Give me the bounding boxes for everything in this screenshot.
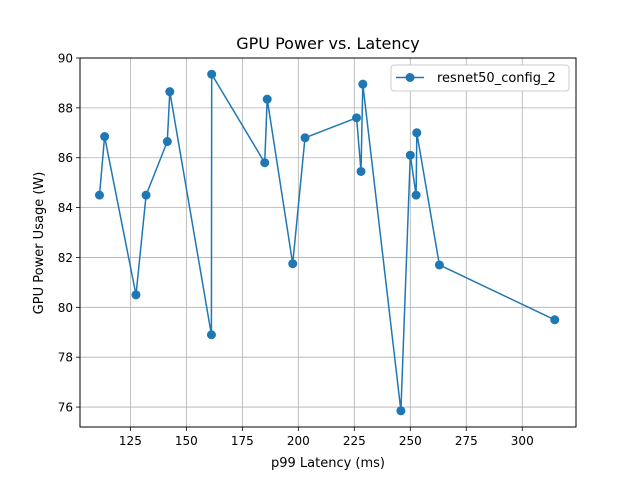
data-point <box>300 133 310 143</box>
data-point <box>411 190 421 200</box>
y-tick-label: 82 <box>58 251 73 265</box>
legend: resnet50_config_2 <box>390 64 570 92</box>
data-point <box>288 259 298 269</box>
y-tick-label: 86 <box>58 151 73 165</box>
x-tick-label: 175 <box>231 434 254 448</box>
grid <box>80 57 576 427</box>
y-tick-label: 88 <box>58 101 73 115</box>
data-point <box>434 260 444 270</box>
data-point <box>358 79 368 89</box>
x-tick-label: 150 <box>175 434 198 448</box>
data-point <box>405 150 415 160</box>
data-point <box>412 128 422 138</box>
data-point <box>356 166 366 176</box>
legend-marker <box>405 73 415 82</box>
chart-title: GPU Power vs. Latency <box>236 34 420 53</box>
y-tick-label: 84 <box>58 201 73 215</box>
x-tick-label: 275 <box>455 434 478 448</box>
x-tick-label: 250 <box>399 434 422 448</box>
data-point <box>550 315 560 325</box>
data-point <box>131 290 141 300</box>
y-tick-label: 90 <box>58 52 73 66</box>
data-point <box>206 330 216 340</box>
data-point <box>162 137 172 147</box>
legend-box <box>390 64 570 92</box>
data-point <box>207 69 217 79</box>
x-tick-label: 300 <box>511 434 534 448</box>
y-tick-label: 78 <box>58 351 73 365</box>
x-axis-label: p99 Latency (ms) <box>271 456 385 471</box>
data-point <box>352 113 362 123</box>
data-point <box>100 132 110 142</box>
x-tick-label: 200 <box>287 434 310 448</box>
ticks: 125 150 175 200 225 250 275 300 76 78 80 82 84 86 88 90 <box>58 52 534 449</box>
data-point <box>141 190 151 200</box>
y-tick-label: 76 <box>58 401 73 415</box>
y-tick-label: 80 <box>58 301 73 315</box>
data-point <box>260 158 270 168</box>
data-point <box>396 406 406 416</box>
data-point <box>165 87 175 97</box>
x-tick-label: 225 <box>343 434 366 448</box>
y-axis-label: GPU Power Usage (W) <box>32 172 47 315</box>
x-tick-label: 125 <box>119 434 142 448</box>
series-layer <box>94 69 560 416</box>
legend-entry-label: resnet50_config_2 <box>437 71 556 86</box>
data-point <box>94 190 104 200</box>
data-point <box>262 94 272 104</box>
plot-frame <box>79 57 577 428</box>
